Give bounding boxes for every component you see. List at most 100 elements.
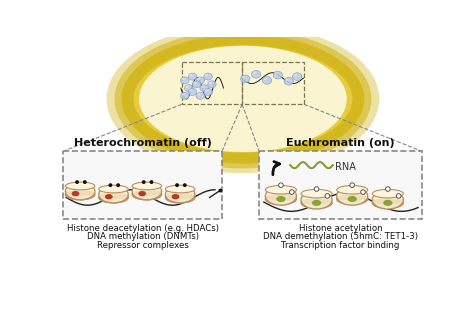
Ellipse shape [204,73,212,80]
Ellipse shape [292,73,302,81]
Ellipse shape [205,74,208,76]
Ellipse shape [314,187,319,191]
Ellipse shape [373,191,403,209]
Ellipse shape [109,183,112,187]
Ellipse shape [241,75,250,83]
Ellipse shape [373,189,403,198]
Text: Repressor complexes: Repressor complexes [97,241,189,250]
Ellipse shape [208,81,216,88]
Ellipse shape [276,196,285,202]
Ellipse shape [264,78,267,80]
Ellipse shape [99,186,128,203]
Ellipse shape [347,196,357,202]
Ellipse shape [75,180,79,184]
Ellipse shape [253,72,256,74]
Ellipse shape [190,74,192,76]
Ellipse shape [273,71,283,79]
Ellipse shape [242,76,245,78]
Ellipse shape [337,194,367,201]
Ellipse shape [197,93,201,95]
Text: DNA methylation (DNMTs): DNA methylation (DNMTs) [87,232,199,241]
Text: Heterochromatin (off): Heterochromatin (off) [73,138,211,148]
Ellipse shape [265,187,296,205]
Ellipse shape [337,191,367,197]
Ellipse shape [72,191,80,196]
Ellipse shape [188,73,197,80]
Ellipse shape [266,191,296,197]
Ellipse shape [100,190,128,196]
Ellipse shape [312,200,321,206]
Ellipse shape [181,92,189,99]
Ellipse shape [350,183,355,188]
Ellipse shape [294,74,297,76]
Ellipse shape [279,183,283,188]
Ellipse shape [182,93,185,95]
Text: Histone acetylation: Histone acetylation [299,224,383,233]
Ellipse shape [302,195,331,201]
Bar [259,151,422,219]
Ellipse shape [373,197,403,208]
Ellipse shape [385,187,390,191]
Ellipse shape [290,190,294,194]
Ellipse shape [133,190,161,196]
Ellipse shape [383,200,392,206]
Ellipse shape [165,185,195,193]
Ellipse shape [190,89,192,92]
Ellipse shape [149,180,154,184]
Ellipse shape [65,189,95,200]
Ellipse shape [165,192,195,203]
Text: RNA: RNA [335,162,356,172]
Ellipse shape [100,193,128,199]
Ellipse shape [83,180,87,184]
Ellipse shape [396,194,401,198]
Ellipse shape [99,192,128,203]
Ellipse shape [373,195,402,201]
Ellipse shape [138,191,146,196]
Ellipse shape [139,46,347,152]
Ellipse shape [123,37,363,160]
Ellipse shape [196,77,205,84]
Ellipse shape [301,191,332,209]
Ellipse shape [166,193,194,199]
Ellipse shape [65,183,95,200]
Ellipse shape [193,81,196,84]
Ellipse shape [265,186,296,194]
Ellipse shape [183,183,187,187]
Ellipse shape [302,198,331,204]
Text: Euchromatin (on): Euchromatin (on) [286,138,395,148]
Ellipse shape [266,194,296,201]
Bar [242,62,304,104]
Ellipse shape [251,70,261,78]
Ellipse shape [337,194,368,204]
Ellipse shape [172,194,179,199]
Ellipse shape [373,198,402,204]
Ellipse shape [204,89,212,95]
Text: Histone deacetylation (e.g. HDACs): Histone deacetylation (e.g. HDACs) [66,224,219,233]
Ellipse shape [133,187,161,193]
Ellipse shape [209,81,212,84]
Text: Transcription factor binding: Transcription factor binding [282,241,400,250]
Ellipse shape [65,182,95,190]
Ellipse shape [337,186,368,194]
Ellipse shape [165,186,195,203]
Ellipse shape [301,197,332,208]
Ellipse shape [284,77,293,85]
Bar [182,62,242,104]
Ellipse shape [105,194,113,199]
Ellipse shape [301,189,332,198]
Ellipse shape [166,190,194,196]
Bar [63,151,222,219]
Ellipse shape [175,183,179,187]
Ellipse shape [186,86,189,88]
Ellipse shape [132,183,162,200]
Ellipse shape [99,185,128,193]
Ellipse shape [262,77,272,84]
Ellipse shape [66,187,94,193]
Ellipse shape [200,85,209,92]
Ellipse shape [66,190,94,196]
Ellipse shape [275,72,278,75]
FancyArrowPatch shape [273,161,280,175]
Ellipse shape [337,187,368,205]
Ellipse shape [142,180,146,184]
Ellipse shape [196,92,205,99]
